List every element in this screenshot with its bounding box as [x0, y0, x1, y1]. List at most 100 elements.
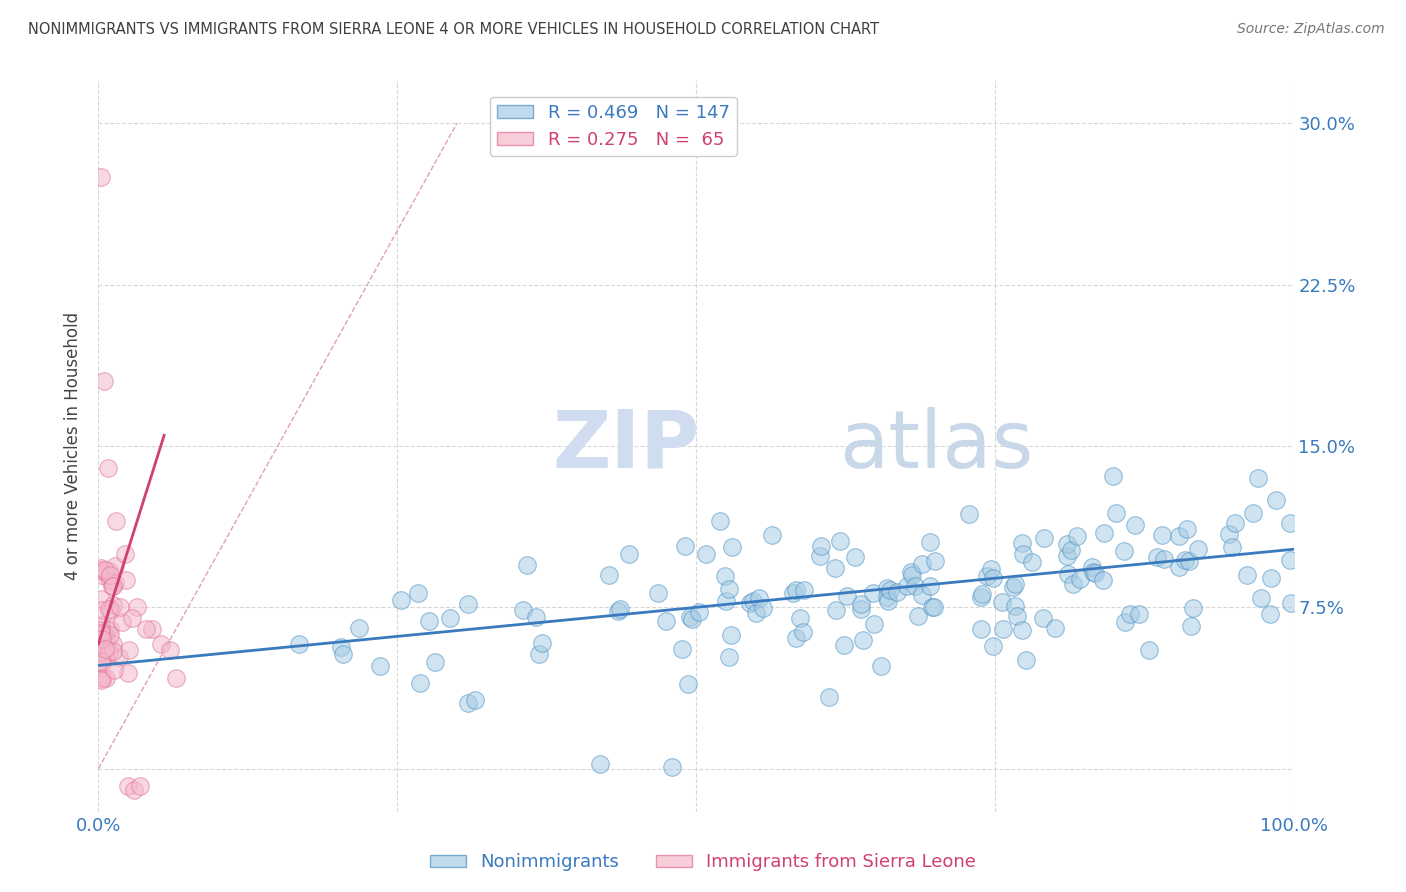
Point — [1069, 572, 1091, 586]
Point — [117, 665, 139, 680]
Point — [108, 600, 131, 615]
Text: ZIP: ZIP — [553, 407, 700, 485]
Point — [808, 549, 831, 563]
Point — [118, 642, 141, 657]
Point — [921, 600, 943, 615]
Point — [121, 611, 143, 625]
Point — [886, 585, 908, 599]
Point — [1152, 528, 1174, 542]
Point — [104, 575, 127, 590]
Point — [1081, 565, 1104, 579]
Point — [970, 591, 993, 605]
Point — [721, 541, 744, 555]
Point — [96, 671, 118, 685]
Point — [671, 641, 693, 656]
Point — [904, 579, 927, 593]
Point — [679, 610, 702, 624]
Point — [439, 611, 461, 625]
Point — [288, 636, 311, 650]
Point — [93, 566, 115, 580]
Point — [90, 632, 112, 646]
Point — [457, 697, 479, 711]
Point — [1062, 577, 1084, 591]
Legend: Nonimmigrants, Immigrants from Sierra Leone: Nonimmigrants, Immigrants from Sierra Le… — [423, 847, 983, 879]
Point — [96, 623, 118, 637]
Point — [90, 560, 112, 574]
Point — [94, 632, 117, 647]
Text: NONIMMIGRANTS VS IMMIGRANTS FROM SIERRA LEONE 4 OR MORE VEHICLES IN HOUSEHOLD CO: NONIMMIGRANTS VS IMMIGRANTS FROM SIERRA … — [28, 22, 879, 37]
Point — [90, 568, 112, 582]
Point — [1174, 553, 1197, 567]
Point — [924, 600, 946, 615]
Point — [970, 587, 993, 601]
Point — [619, 547, 641, 561]
Point — [409, 675, 432, 690]
Point — [91, 656, 114, 670]
Point — [877, 594, 900, 608]
Point — [718, 649, 741, 664]
Point — [1125, 518, 1147, 533]
Point — [91, 650, 114, 665]
Point — [90, 671, 112, 685]
Point — [849, 602, 872, 616]
Point — [98, 568, 122, 582]
Point — [976, 569, 998, 583]
Point — [681, 613, 703, 627]
Point — [512, 602, 534, 616]
Point — [1258, 607, 1281, 621]
Point — [129, 779, 152, 793]
Point — [1236, 568, 1258, 582]
Point — [90, 624, 112, 638]
Point — [709, 514, 731, 528]
Point — [457, 597, 479, 611]
Point — [97, 460, 120, 475]
Point — [832, 638, 855, 652]
Point — [844, 550, 866, 565]
Point — [957, 507, 980, 521]
Point — [100, 603, 122, 617]
Point — [90, 627, 112, 641]
Point — [93, 375, 115, 389]
Point — [1146, 550, 1168, 565]
Point — [115, 573, 138, 587]
Point — [117, 779, 139, 793]
Point — [751, 601, 773, 615]
Point — [1021, 555, 1043, 569]
Point — [90, 673, 112, 688]
Point — [876, 581, 898, 595]
Point — [1005, 608, 1028, 623]
Point — [714, 569, 737, 583]
Point — [1032, 611, 1054, 625]
Point — [837, 589, 859, 603]
Point — [1241, 506, 1264, 520]
Point — [1004, 576, 1026, 591]
Point — [1167, 529, 1189, 543]
Point — [761, 528, 783, 542]
Point — [918, 579, 941, 593]
Point — [1114, 615, 1136, 629]
Point — [94, 642, 117, 657]
Point — [911, 588, 934, 602]
Point — [1119, 607, 1142, 622]
Point — [332, 647, 354, 661]
Point — [900, 567, 922, 582]
Point — [598, 568, 620, 582]
Point — [714, 594, 737, 608]
Point — [97, 644, 120, 658]
Point — [825, 603, 848, 617]
Point — [93, 563, 115, 577]
Point — [661, 759, 683, 773]
Point — [1181, 601, 1204, 615]
Point — [101, 579, 124, 593]
Point — [785, 631, 807, 645]
Point — [96, 651, 118, 665]
Point — [1015, 653, 1038, 667]
Point — [105, 514, 128, 528]
Point — [1180, 619, 1202, 633]
Point — [1084, 566, 1107, 580]
Point — [688, 606, 710, 620]
Point — [991, 595, 1014, 609]
Point — [980, 562, 1002, 576]
Point — [1218, 527, 1240, 541]
Point — [141, 622, 163, 636]
